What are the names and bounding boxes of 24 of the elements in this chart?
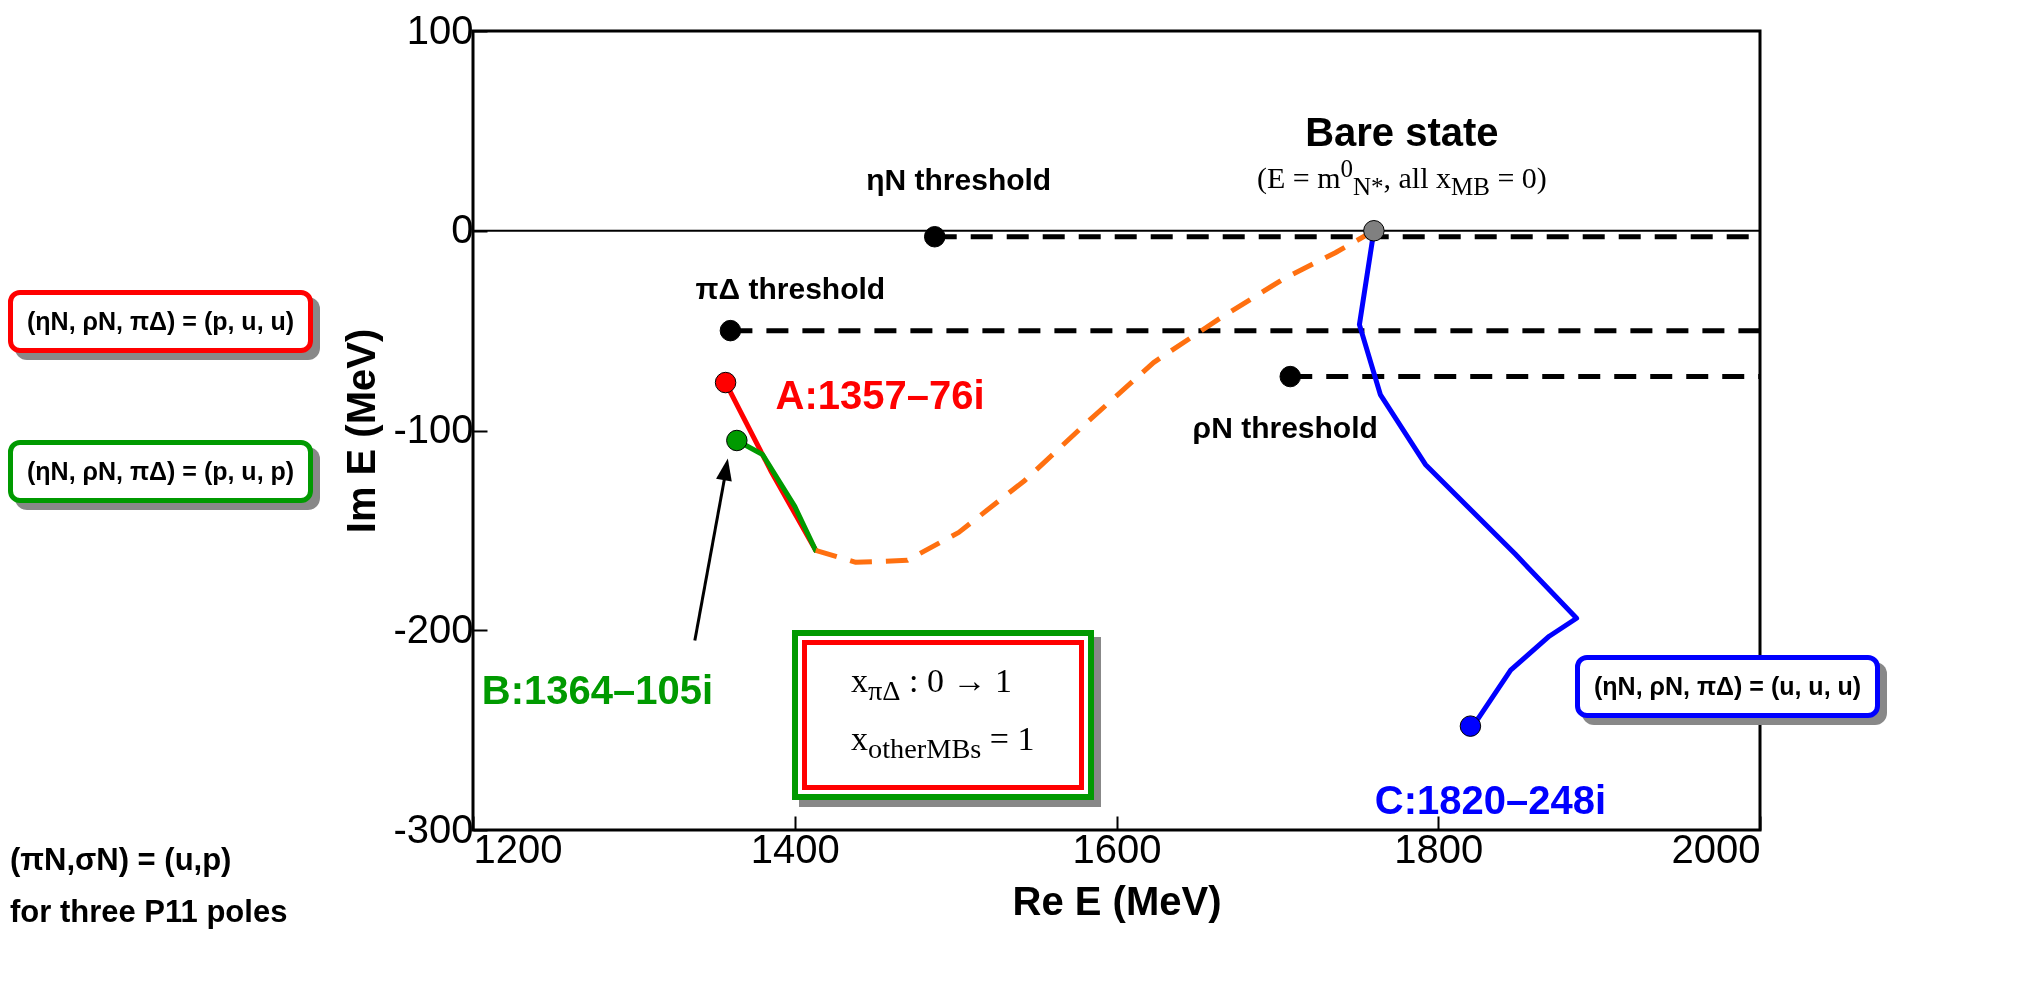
y-tick-label: 100 [406,7,474,52]
x-tick-label: 1800 [1394,826,1484,871]
annotation: x$_{otherMBs}$ = 1 [851,718,1035,766]
annotation: πΔ threshold [695,271,886,306]
series-label: C:1820–248i [1374,778,1607,823]
x-axis-title: Re E (MeV) [1012,878,1222,923]
y-axis-title: Im E (MeV) [339,328,384,534]
x-tick-label: 1200 [473,826,563,871]
text: (πN,σN) = (u,p) [10,842,232,878]
annotation: x$_{πΔ}$ : 0 → 1 [851,661,1013,708]
x-tick-label: 1400 [750,826,840,871]
text: B:1364–105i [481,668,714,713]
annotation: (E = m$^{0}$$_{N*}$, all x$_{MB}$ = 0) [1256,154,1547,201]
y-tick-label: -300 [393,806,474,851]
y-tick-label: -100 [393,407,474,451]
annotation: ηN threshold [866,162,1052,197]
y-tick-label: 0 [451,207,474,252]
x-tick-label: 2000 [1671,826,1761,871]
text: for three P11 poles [10,894,288,930]
y-tick-label: -200 [393,606,474,651]
annotation: ρN threshold [1192,410,1378,445]
annotation: Bare state [1305,109,1499,155]
series-label: A:1357–76i [775,372,985,417]
x-tick-label: 1600 [1072,826,1162,871]
